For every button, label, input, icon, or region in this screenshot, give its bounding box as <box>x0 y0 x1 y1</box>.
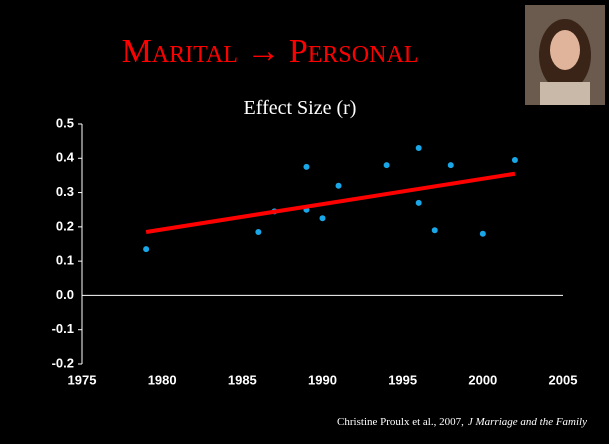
citation-text: Christine Proulx et al., 2007, <box>337 416 464 428</box>
slide-title: Marital → Personal <box>122 33 419 70</box>
x-tick-label: 1995 <box>388 372 417 387</box>
point <box>432 227 438 233</box>
y-tick-label: 0.3 <box>56 184 74 199</box>
y-tick-label: -0.1 <box>52 321 74 336</box>
x-tick-label: 1985 <box>228 372 257 387</box>
y-tick-label: 0.5 <box>56 115 74 130</box>
y-tick-label: 0.2 <box>56 218 74 233</box>
photo-shirt <box>540 82 590 105</box>
point <box>416 145 422 151</box>
citation: Christine Proulx et al., 2007, J Marriage… <box>337 416 587 428</box>
point <box>384 162 390 168</box>
x-tick-label: 1990 <box>308 372 337 387</box>
y-tick-label: -0.2 <box>52 355 74 370</box>
x-tick-label: 2005 <box>549 372 578 387</box>
slide: Marital → Personal Effect Size (r) Chris… <box>0 0 609 444</box>
point <box>448 162 454 168</box>
point <box>320 215 326 221</box>
x-tick-label: 1975 <box>68 372 97 387</box>
x-tick-label: 2000 <box>468 372 497 387</box>
point <box>512 157 518 163</box>
page: Marital → Personal Effect Size (r) Chris… <box>0 0 609 444</box>
point <box>480 231 486 237</box>
point <box>336 183 342 189</box>
point <box>303 164 309 170</box>
photo <box>525 5 605 105</box>
journal: J Marriage and the Family <box>468 416 587 428</box>
photo-face <box>550 30 580 70</box>
y-tick-label: 0.4 <box>56 150 75 165</box>
y-tick-label: 0.0 <box>56 287 74 302</box>
chart-subtitle: Effect Size (r) <box>244 97 357 119</box>
x-tick-label: 1980 <box>148 372 177 387</box>
point <box>143 246 149 252</box>
point <box>416 200 422 206</box>
y-tick-label: 0.1 <box>56 253 74 268</box>
point <box>255 229 261 235</box>
